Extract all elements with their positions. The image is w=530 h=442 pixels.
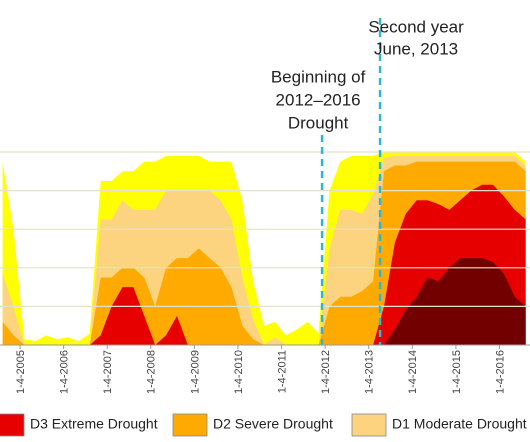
- x-tick-label: 1-4-2008: [146, 350, 158, 394]
- x-tick-label: 1-4-2006: [59, 350, 71, 394]
- legend-label: D2 Severe Drought: [213, 416, 333, 432]
- x-tick-label: 1-4-2013: [364, 350, 376, 394]
- annotation-text: Beginning of: [271, 67, 366, 86]
- annotation-text: Drought: [288, 113, 349, 132]
- annotation-text: Second year: [368, 17, 464, 36]
- legend-swatch: [172, 413, 208, 437]
- x-tick-label: 1-4-2010: [233, 350, 245, 394]
- area: [2, 258, 526, 345]
- x-tick-label: 1-4-2005: [15, 350, 27, 394]
- x-tick-label: 1-4-2009: [189, 350, 201, 394]
- x-tick-label: 1-4-2012: [320, 350, 332, 394]
- annotation-text: June, 2013: [374, 39, 458, 58]
- x-tick-label: 1-4-2011: [276, 350, 288, 393]
- x-tick-label: 1-4-2014: [407, 350, 419, 394]
- legend-swatch: [0, 413, 25, 437]
- legend-swatch: [351, 413, 387, 437]
- x-tick-label: 1-4-2016: [494, 350, 506, 394]
- x-tick-label: 1-4-2015: [451, 350, 463, 394]
- areas: [2, 152, 526, 345]
- legend-label: D1 Moderate Drought: [392, 416, 527, 432]
- annotation-text: 2012–2016: [276, 90, 361, 109]
- area: [2, 184, 526, 345]
- legend-label: D3 Extreme Drought: [30, 416, 158, 432]
- x-tick-label: 1-4-2007: [102, 350, 114, 394]
